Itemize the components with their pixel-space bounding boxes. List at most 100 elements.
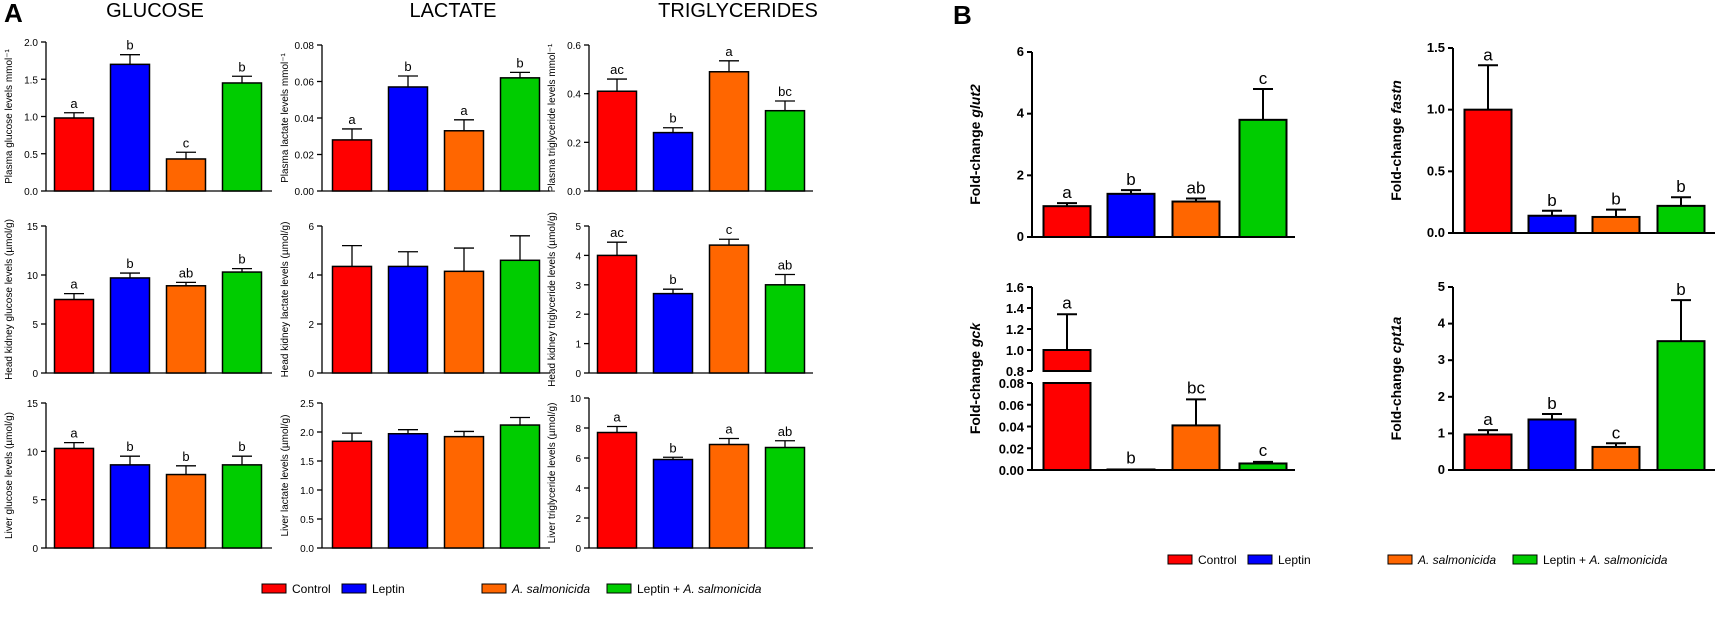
significance-letter: c <box>1259 69 1268 88</box>
y-tick-label: 0.06 <box>999 398 1024 413</box>
legend-item-1: Leptin <box>1247 553 1311 567</box>
y-tick-label: 15 <box>27 222 39 233</box>
y-axis-label: Plasma lactate levels mmol⁻¹ <box>280 52 291 182</box>
significance-letter: a <box>1062 183 1072 202</box>
legend-label: Leptin + A. salmonicida <box>1543 553 1668 567</box>
y-tick-label: 10 <box>27 447 39 458</box>
y-tick-label: 1 <box>575 340 581 351</box>
significance-letter: b <box>1126 448 1135 467</box>
significance-letter: b <box>238 252 245 267</box>
significance-letter: c <box>183 135 190 150</box>
y-tick-label: 8 <box>575 424 581 435</box>
bar-a8-2 <box>443 435 485 549</box>
significance-letter: a <box>70 426 78 441</box>
y-axis-label: Head kidney lactate levels (µmol/g) <box>280 222 291 378</box>
legend-label-text: A. salmonicida <box>511 582 590 596</box>
bar-a6-1 <box>652 292 694 374</box>
legend: Control Leptin A. salmonicida Leptin + A. s… <box>261 582 762 596</box>
y-tick-label: 1.0 <box>1006 343 1024 358</box>
bar-a4-0 <box>53 298 95 374</box>
legend-label-text: Leptin + <box>637 582 683 596</box>
significance-letter: bc <box>778 84 792 99</box>
bar-b4-2 <box>1591 445 1641 471</box>
column-title-glucose: GLUCOSE <box>106 0 204 22</box>
significance-letter: ac <box>610 225 624 240</box>
bar-a1-0 <box>53 117 95 192</box>
panel-label-a: A <box>4 0 23 28</box>
bar-a8-3 <box>499 424 541 549</box>
y-tick-label: 0.08 <box>999 376 1024 391</box>
legend-swatch <box>1247 554 1273 565</box>
significance-letter: a <box>1483 45 1493 64</box>
significance-letter: bc <box>1187 378 1205 397</box>
y-tick-label: 5 <box>1438 279 1445 294</box>
bar-a2-1 <box>387 86 429 192</box>
y-tick-label: 2 <box>1017 167 1024 182</box>
legend-item-0: Control <box>261 582 331 596</box>
y-tick-label: 15 <box>27 399 39 410</box>
bar-a4-3 <box>221 271 263 374</box>
y-tick-label: 0.4 <box>567 90 581 101</box>
significance-letter: a <box>460 103 468 118</box>
bar-a9-0 <box>596 431 638 549</box>
legend-item-2: A. salmonicida <box>1387 553 1496 567</box>
bar-a4-1 <box>109 277 151 374</box>
significance-letter: c <box>1259 441 1268 460</box>
y-axis-label: Fold-change fastn <box>1388 80 1404 201</box>
y-tick-label: 1.2 <box>1006 322 1024 337</box>
bar-b2-0 <box>1463 108 1513 234</box>
y-tick-label: 0.08 <box>295 41 315 52</box>
legend-item-0: Control <box>1167 553 1237 567</box>
y-tick-label: 1.5 <box>24 75 38 86</box>
significance-letter: ac <box>610 62 624 77</box>
y-tick-label: 5 <box>32 496 38 507</box>
bar-b3-2 <box>1171 424 1221 472</box>
bar-a2-3 <box>499 77 541 192</box>
y-tick-label: 1.4 <box>1006 301 1025 316</box>
y-tick-label: 0.00 <box>295 187 315 198</box>
legend-swatch <box>1512 554 1538 565</box>
bar-a1-3 <box>221 82 263 192</box>
y-tick-label: 0 <box>1017 229 1024 244</box>
chart-a3: 0.0 0.2 0.4 0.6 ac b a bc Plasma triglyceride le… <box>547 41 813 198</box>
y-axis-label: Head kidney glucose levels (µmol/g) <box>4 219 15 380</box>
y-tick-label: 10 <box>570 394 582 405</box>
y-tick-label: 0.5 <box>24 150 38 161</box>
y-tick-label: 0.0 <box>24 187 38 198</box>
bar-a2-0 <box>331 139 373 192</box>
significance-letter: c <box>1612 423 1621 442</box>
legend-swatch <box>606 583 632 594</box>
y-axis-label-prefix: Fold-change <box>967 118 983 205</box>
column-title-triglycerides: TRIGLYCERIDES <box>658 0 818 22</box>
y-axis-label: Head kidney triglyceride levels (µmol/g) <box>547 212 558 387</box>
y-tick-label: 0 <box>1438 462 1445 477</box>
y-tick-label: 5 <box>32 320 38 331</box>
legend-label: Control <box>1198 553 1237 567</box>
legend-item-3: Leptin + A. salmonicida <box>606 582 762 596</box>
y-tick-label: 0.04 <box>295 114 315 125</box>
significance-letter: a <box>70 277 78 292</box>
bar-a2-2 <box>443 130 485 192</box>
bar-b4-0 <box>1463 433 1513 471</box>
y-tick-label: 0.6 <box>567 41 581 52</box>
bar-a7-3 <box>221 464 263 549</box>
y-axis-label: Plasma triglyceride levels mmol⁻¹ <box>547 43 558 192</box>
significance-letter: a <box>1062 293 1072 312</box>
y-axis-label: Fold-change glut2 <box>967 84 983 205</box>
legend: Control Leptin A. salmonicida Leptin + A. s… <box>1167 553 1668 567</box>
legend-swatch <box>1387 554 1413 565</box>
y-tick-label: 0.5 <box>1427 163 1445 178</box>
bar-a6-3 <box>764 284 806 374</box>
y-tick-label: 0 <box>32 369 38 380</box>
bar-a1-1 <box>109 63 151 192</box>
bar-a7-0 <box>53 447 95 549</box>
y-tick-label: 1 <box>1438 425 1445 440</box>
y-axis-label-prefix: Fold-change <box>1388 114 1404 201</box>
bar-a5-1 <box>387 265 429 374</box>
bar-a5-3 <box>499 259 541 374</box>
bar-a6-0 <box>596 254 638 374</box>
y-axis-label-gene: cpt1a <box>1388 316 1404 353</box>
